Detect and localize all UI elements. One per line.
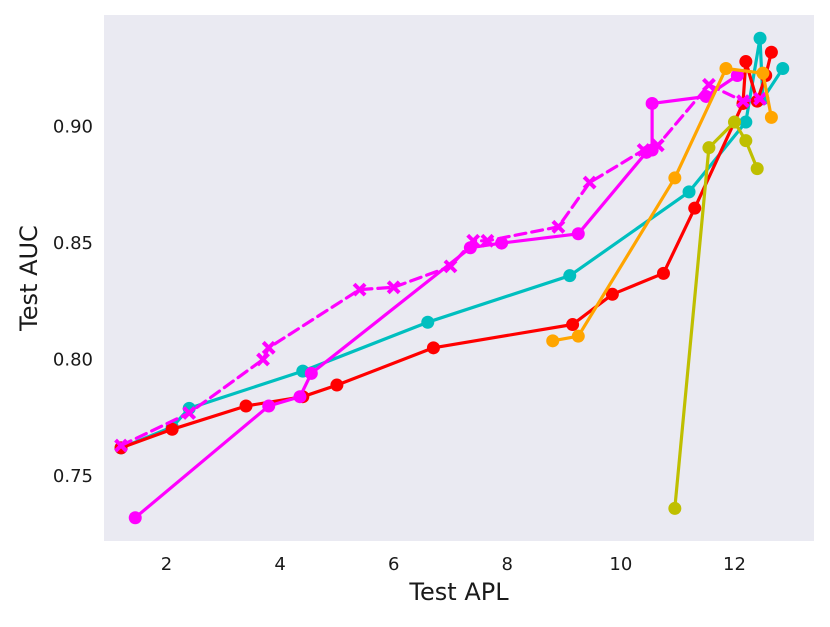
data-point (702, 141, 716, 155)
data-point (563, 269, 577, 283)
data-point (656, 266, 670, 280)
data-point (426, 341, 440, 355)
x-tick-label: 12 (723, 554, 746, 575)
data-point (546, 334, 560, 348)
data-point (764, 45, 778, 59)
data-point (571, 329, 585, 343)
x-tick-label: 8 (502, 554, 513, 575)
data-point (182, 406, 197, 420)
x-axis-label: Test APL (408, 578, 509, 606)
data-point (571, 227, 585, 241)
y-tick-label: 0.80 (53, 349, 93, 370)
data-point (551, 219, 566, 234)
y-tick-label: 0.85 (53, 233, 93, 254)
x-tick-label: 6 (388, 554, 399, 575)
data-point (668, 501, 682, 515)
data-point (645, 143, 659, 157)
data-point (304, 366, 318, 380)
series-line (119, 83, 762, 448)
data-point (495, 236, 509, 250)
data-point (739, 134, 753, 148)
data-point (688, 201, 702, 215)
data-point (330, 378, 344, 392)
data-point (256, 352, 270, 367)
x-tick-label: 2 (161, 554, 172, 575)
data-point (719, 62, 733, 76)
data-point (753, 91, 767, 106)
data-point (239, 399, 253, 413)
data-point (736, 94, 750, 109)
x-tick-label: 10 (609, 554, 632, 575)
data-point (750, 162, 764, 176)
data-point (165, 422, 179, 436)
y-tick-label: 0.90 (53, 117, 93, 138)
data-point (386, 280, 401, 295)
data-point (463, 241, 477, 255)
data-point (566, 318, 580, 332)
data-point (739, 115, 753, 129)
data-point (114, 438, 128, 453)
data-point (756, 66, 770, 80)
data-point (776, 62, 790, 76)
data-point (764, 110, 778, 124)
data-point (352, 282, 367, 297)
y-axis-label: Test AUC (15, 225, 43, 332)
data-point (443, 259, 458, 274)
data-point (727, 115, 741, 129)
data-point (739, 55, 753, 69)
data-point (682, 185, 696, 199)
data-point (699, 89, 713, 103)
data-point (421, 315, 435, 329)
x-axis-ticks: 2 4 6 8 10 12 (161, 554, 746, 575)
x-tick-label: 4 (274, 554, 285, 575)
data-point (645, 96, 659, 110)
data-point (702, 77, 716, 92)
series-layer (114, 31, 790, 525)
data-point (293, 390, 307, 404)
data-point (730, 69, 744, 83)
data-point (261, 340, 276, 355)
data-point (668, 171, 682, 185)
data-point (262, 399, 276, 413)
y-tick-label: 0.75 (53, 466, 93, 487)
data-point (753, 31, 767, 45)
data-point (582, 175, 597, 190)
y-axis-ticks: 0.75 0.80 0.85 0.90 (53, 117, 93, 487)
series-3 (128, 69, 744, 525)
data-point (128, 511, 142, 525)
series-5 (668, 115, 764, 515)
series-4 (546, 62, 778, 348)
data-point (605, 287, 619, 301)
